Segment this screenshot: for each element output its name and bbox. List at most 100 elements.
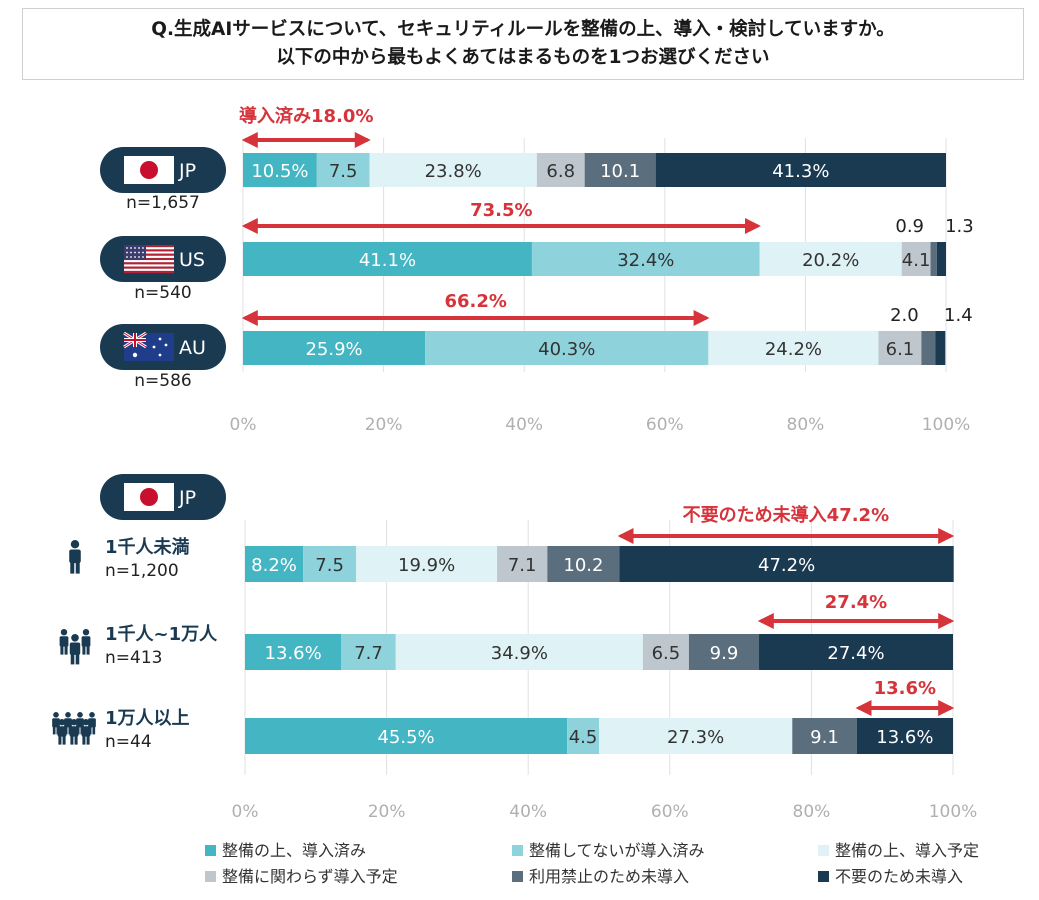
- legend-item: 利用禁止のため未導入: [512, 867, 689, 886]
- size-label-3: 1万人以上 n=44: [52, 708, 190, 752]
- bar-segment: [655, 153, 946, 187]
- annotation-label: 73.5%: [470, 200, 532, 221]
- bar-segment: [395, 634, 643, 670]
- x-tick-label: 100%: [929, 802, 978, 822]
- group-icon: [59, 629, 91, 665]
- group-label-jp: JP: [100, 474, 226, 520]
- data-label: 34.9%: [491, 643, 548, 664]
- data-label: 1.4: [944, 305, 973, 326]
- data-label: 27.3%: [667, 727, 724, 748]
- bar-segment: [759, 634, 953, 670]
- legend-label: 整備してないが導入済み: [529, 841, 705, 860]
- legend-swatch: [205, 845, 216, 856]
- data-label: 7.5: [315, 555, 344, 576]
- legend: 整備の上、導入済み 整備してないが導入済み 整備の上、導入予定整備に関わらず導入予定…: [205, 841, 979, 886]
- data-label: 10.5%: [251, 161, 308, 182]
- data-label: 41.1%: [359, 250, 416, 271]
- x-tick-label: 80%: [793, 802, 831, 822]
- legend-item: 不要のため未導入: [818, 867, 963, 886]
- bar-segment: [708, 331, 879, 365]
- bar-segment: [356, 546, 498, 582]
- legend-swatch: [205, 871, 216, 882]
- data-label: 10.2: [563, 555, 603, 576]
- data-label: 19.9%: [398, 555, 455, 576]
- bar-segment: [930, 242, 937, 276]
- chart-title-line1: Q.生成AIサービスについて、セキュリティルールを整備の上、導入・検討しています…: [151, 19, 895, 40]
- bar-segment: [536, 153, 585, 187]
- data-label: 0.9: [895, 216, 924, 237]
- data-label: 4.5: [569, 727, 598, 748]
- bar-segment: [547, 546, 620, 582]
- bar-segment: [688, 634, 760, 670]
- data-label: 10.1: [600, 161, 640, 182]
- data-label: 2.0: [890, 305, 919, 326]
- size-label-1: 1千人未満 n=1,200: [69, 536, 190, 581]
- us-flag: [124, 245, 174, 274]
- bar-segment: [935, 331, 946, 365]
- country-code: AU: [179, 337, 206, 359]
- data-label: 9.1: [810, 727, 839, 748]
- sample-size: n=44: [105, 732, 152, 752]
- data-label: 47.2%: [758, 555, 815, 576]
- bar-segment: [584, 153, 656, 187]
- legend-label: 整備に関わらず導入予定: [222, 867, 398, 886]
- company-size-label: 1千人未満: [105, 536, 190, 558]
- chart-title-box: Q.生成AIサービスについて、セキュリティルールを整備の上、導入・検討しています…: [22, 8, 1024, 80]
- chart-1: 0% 20% 40% 60% 80% 100% 10.5% 7.5 23.8% 6.8 10.1 41…: [230, 105, 974, 435]
- bar-segment: [901, 242, 931, 276]
- data-label: 23.8%: [425, 161, 482, 182]
- x-tick-label: 60%: [646, 415, 684, 435]
- legend-item: 整備に関わらず導入予定: [205, 867, 398, 886]
- bar-segment: [878, 331, 922, 365]
- data-label: 32.4%: [617, 250, 674, 271]
- data-label: 6.5: [652, 643, 681, 664]
- size-label-2: 1千人~1万人 n=413: [59, 624, 218, 668]
- bar-segment: [303, 546, 357, 582]
- data-label: 7.7: [354, 643, 383, 664]
- au-flag: [123, 331, 174, 361]
- sample-size: n=586: [134, 371, 191, 391]
- country-label-us: US n=540: [100, 236, 226, 303]
- data-label: 24.2%: [765, 339, 822, 360]
- legend-item: 整備してないが導入済み: [512, 841, 705, 860]
- annotation-label: 導入済み18.0%: [239, 105, 373, 127]
- data-label: 1.3: [945, 216, 974, 237]
- data-label: 20.2%: [802, 250, 859, 271]
- data-label: 6.8: [546, 161, 575, 182]
- legend-label: 不要のため未導入: [835, 867, 963, 886]
- annotation-label: 27.4%: [825, 592, 887, 613]
- bar-segment: [245, 546, 304, 582]
- japan-flag: [124, 483, 174, 511]
- annotation-label: 不要のため未導入47.2%: [683, 504, 889, 526]
- bar-segment: [531, 242, 760, 276]
- country-code: JP: [178, 487, 196, 509]
- data-label: 4.1: [902, 250, 931, 271]
- legend-label: 整備の上、導入済み: [222, 841, 366, 860]
- bar-segment: [316, 153, 370, 187]
- country-label-au: AU n=586: [100, 324, 226, 391]
- company-size-label: 1千人~1万人: [105, 624, 218, 645]
- legend-swatch: [818, 871, 829, 882]
- bar-segment: [567, 718, 599, 754]
- bar-segment: [369, 153, 537, 187]
- data-label: 13.6%: [265, 643, 322, 664]
- data-label: 6.1: [886, 339, 915, 360]
- bar-segment: [642, 634, 689, 670]
- bar-segment: [921, 331, 936, 365]
- country-code: JP: [178, 160, 196, 182]
- sample-size: n=1,657: [126, 193, 200, 213]
- data-label: 25.9%: [305, 339, 362, 360]
- data-label: 7.5: [329, 161, 358, 182]
- legend-swatch: [512, 871, 523, 882]
- x-tick-label: 60%: [651, 802, 689, 822]
- x-tick-label: 100%: [922, 415, 971, 435]
- bar-segment: [936, 242, 946, 276]
- bar-segment: [245, 634, 342, 670]
- x-tick-label: 80%: [787, 415, 825, 435]
- bar-segment: [243, 242, 532, 276]
- legend-label: 整備の上、導入予定: [835, 841, 979, 860]
- bar-segment: [759, 242, 902, 276]
- x-tick-label: 40%: [509, 802, 547, 822]
- legend-swatch: [512, 845, 523, 856]
- bar-segment: [425, 331, 709, 365]
